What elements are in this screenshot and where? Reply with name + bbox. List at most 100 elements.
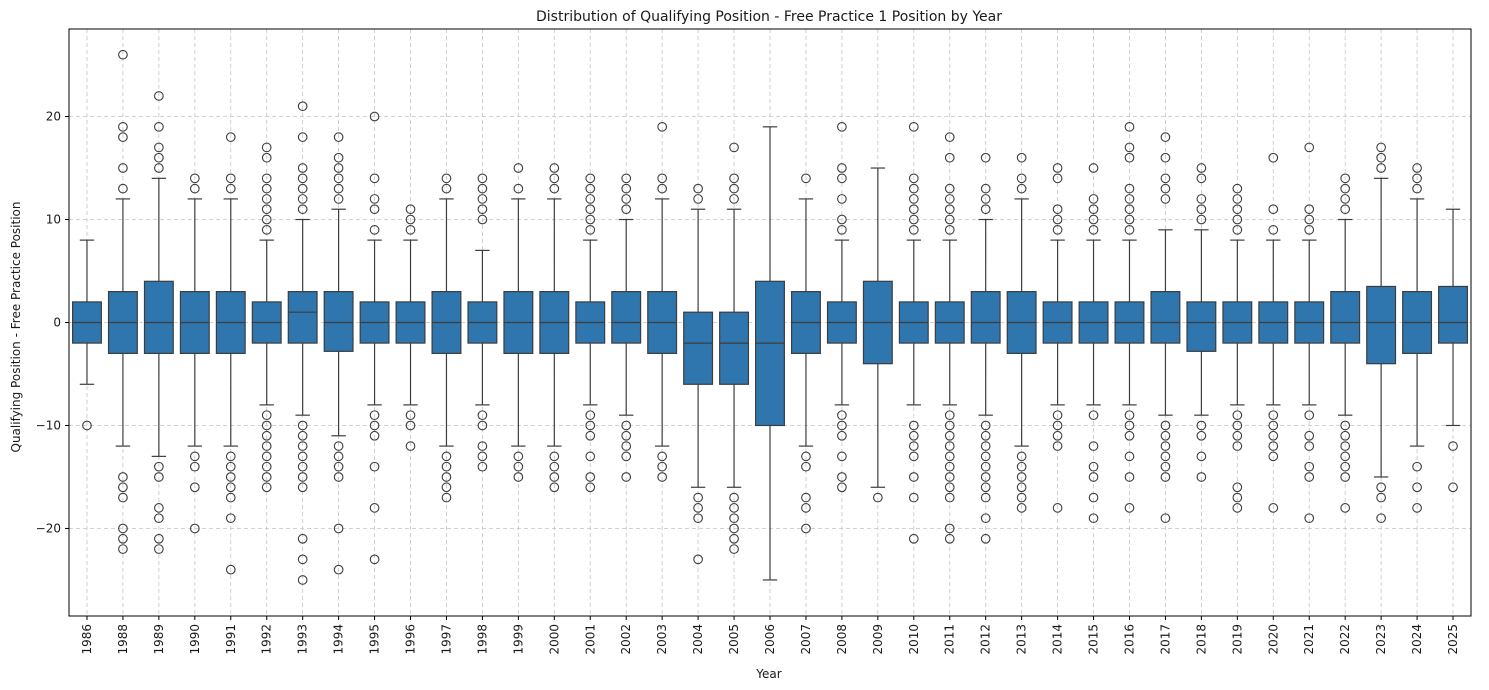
- outlier-point: [477, 451, 488, 462]
- outlier-point: [118, 492, 128, 503]
- outlier-point: [1412, 173, 1422, 184]
- outlier-point: [441, 461, 452, 472]
- outlier-point: [549, 472, 560, 482]
- outlier-point: [297, 183, 308, 194]
- box-1991: [215, 132, 246, 575]
- x-tick-label: 2021: [1302, 624, 1316, 655]
- box-1986: [71, 239, 102, 431]
- outlier-point: [189, 461, 200, 472]
- outlier-point: [621, 451, 632, 462]
- outlier-point: [837, 163, 847, 173]
- x-tick-label: 1992: [260, 624, 274, 655]
- outlier-point: [1340, 503, 1351, 513]
- outlier-point: [261, 430, 272, 441]
- outlier-point: [477, 194, 488, 204]
- outlier-point: [1304, 142, 1315, 153]
- outlier-point: [297, 420, 308, 431]
- outlier-point: [1088, 194, 1099, 204]
- outlier-point: [1376, 163, 1386, 173]
- outlier-point: [441, 482, 452, 493]
- outlier-point: [1340, 472, 1351, 482]
- outlier-point: [225, 451, 236, 462]
- outlier-point: [980, 204, 991, 215]
- outlier-point: [1232, 204, 1243, 215]
- outlier-point: [441, 492, 452, 503]
- outlier-point: [944, 214, 955, 225]
- outlier-point: [1016, 461, 1027, 472]
- outlier-point: [837, 430, 847, 441]
- outlier-point: [657, 472, 668, 482]
- outlier-point: [944, 523, 955, 534]
- x-tick-label: 2004: [691, 624, 705, 655]
- box-2003: [647, 121, 678, 482]
- outlier-point: [1196, 451, 1207, 462]
- outlier-point: [1016, 503, 1027, 513]
- outlier-point: [1412, 163, 1422, 173]
- outlier-point: [297, 472, 308, 482]
- outlier-point: [1052, 214, 1063, 225]
- outlier-point: [1052, 173, 1063, 184]
- outlier-point: [1160, 183, 1171, 194]
- outlier-point: [1016, 451, 1027, 462]
- x-tick-label: 2019: [1230, 624, 1244, 655]
- outlier-point: [1088, 513, 1099, 524]
- outlier-point: [1340, 420, 1351, 431]
- outlier-point: [297, 173, 308, 184]
- box-1996: [395, 204, 426, 451]
- outlier-point: [1124, 430, 1135, 441]
- x-tick-label: 2012: [979, 624, 993, 655]
- outlier-point: [477, 214, 488, 225]
- outlier-point: [837, 410, 847, 421]
- outlier-point: [1340, 173, 1351, 184]
- box-1997: [431, 173, 462, 503]
- box-2011: [934, 132, 965, 544]
- outlier-point: [585, 472, 596, 482]
- x-tick-label: 2007: [799, 624, 813, 655]
- box-2020: [1258, 152, 1289, 513]
- outlier-point: [1304, 214, 1315, 225]
- outlier-point: [944, 482, 955, 493]
- outlier-point: [585, 420, 596, 431]
- outlier-point: [441, 451, 452, 462]
- x-tick-label: 1996: [404, 624, 418, 655]
- outlier-point: [980, 492, 991, 503]
- box-2004: [683, 183, 714, 565]
- outlier-point: [369, 410, 380, 421]
- outlier-point: [369, 204, 380, 215]
- outlier-point: [585, 224, 596, 235]
- outlier-point: [154, 544, 164, 554]
- outlier-point: [837, 472, 847, 482]
- y-tick-label: −20: [36, 521, 61, 535]
- x-tick-label: 1995: [368, 624, 382, 655]
- outlier-point: [1088, 472, 1099, 482]
- outlier-point: [1196, 214, 1207, 225]
- outlier-point: [333, 173, 344, 184]
- outlier-point: [980, 152, 991, 163]
- outlier-point: [549, 163, 560, 173]
- outlier-point: [1016, 482, 1027, 493]
- outlier-point: [1052, 503, 1063, 513]
- outlier-point: [1124, 183, 1135, 194]
- outlier-point: [1232, 420, 1243, 431]
- outlier-point: [477, 461, 488, 472]
- outlier-point: [980, 482, 991, 493]
- outlier-point: [261, 183, 272, 194]
- outlier-point: [908, 121, 919, 132]
- outlier-point: [261, 441, 272, 451]
- outlier-point: [118, 121, 128, 132]
- outlier-point: [693, 513, 703, 524]
- outlier-point: [261, 142, 272, 153]
- outlier-point: [837, 194, 847, 204]
- outlier-point: [1160, 420, 1171, 431]
- outlier-point: [189, 173, 200, 184]
- outlier-point: [980, 441, 991, 451]
- x-tick-label: 2017: [1158, 624, 1172, 655]
- outlier-point: [118, 482, 128, 493]
- outlier-point: [1412, 503, 1422, 513]
- outlier-point: [657, 183, 668, 194]
- box-2008: [826, 121, 857, 493]
- outlier-point: [944, 451, 955, 462]
- outlier-point: [1232, 183, 1243, 194]
- box-2013: [1006, 152, 1037, 513]
